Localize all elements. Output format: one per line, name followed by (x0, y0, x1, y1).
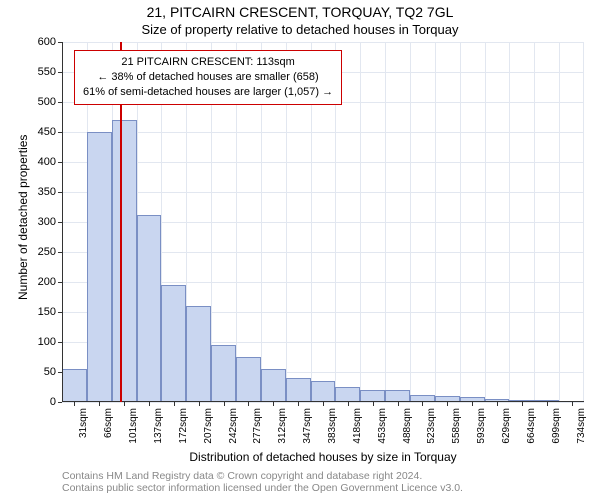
histogram-bar (335, 387, 360, 402)
x-tick-label: 31sqm (78, 408, 89, 438)
attribution-text: Contains HM Land Registry data © Crown c… (62, 470, 463, 494)
x-tick-mark (273, 402, 274, 406)
x-tick-mark (99, 402, 100, 406)
x-tick-mark (472, 402, 473, 406)
page-title: 21, PITCAIRN CRESCENT, TORQUAY, TQ2 7GL (0, 4, 600, 20)
histogram-bar (62, 369, 87, 402)
gridline-horizontal (62, 192, 584, 193)
gridline-vertical (410, 42, 411, 402)
y-axis-label: Number of detached properties (16, 135, 30, 300)
x-tick-mark (373, 402, 374, 406)
y-tick-label: 100 (38, 336, 56, 348)
gridline-vertical (435, 42, 436, 402)
x-tick-label: 664sqm (526, 408, 537, 444)
x-tick-label: 418sqm (352, 408, 363, 444)
x-tick-label: 277sqm (252, 408, 263, 444)
y-tick-label: 600 (38, 36, 56, 48)
x-tick-mark (149, 402, 150, 406)
x-tick-mark (572, 402, 573, 406)
x-tick-mark (422, 402, 423, 406)
x-axis-label: Distribution of detached houses by size … (62, 450, 584, 464)
x-tick-mark (199, 402, 200, 406)
histogram-bar (87, 132, 112, 402)
x-tick-label: 137sqm (153, 408, 164, 444)
histogram-bar (161, 285, 186, 402)
gridline-horizontal (62, 132, 584, 133)
histogram-bar (137, 215, 162, 402)
gridline-horizontal (62, 162, 584, 163)
gridline-vertical (485, 42, 486, 402)
y-tick-mark (58, 402, 62, 403)
gridline-vertical (534, 42, 535, 402)
y-tick-label: 150 (38, 306, 56, 318)
x-tick-mark (547, 402, 548, 406)
histogram-bar (311, 381, 336, 402)
histogram-bar (236, 357, 261, 402)
x-tick-mark (323, 402, 324, 406)
x-tick-mark (522, 402, 523, 406)
gridline-vertical (559, 42, 560, 402)
histogram-bar (261, 369, 286, 402)
x-tick-label: 523sqm (426, 408, 437, 444)
x-tick-label: 488sqm (402, 408, 413, 444)
gridline-vertical (385, 42, 386, 402)
info-box-line: 61% of semi-detached houses are larger (… (83, 85, 333, 100)
info-box-line: 21 PITCAIRN CRESCENT: 113sqm (83, 55, 333, 70)
x-tick-mark (174, 402, 175, 406)
x-tick-mark (248, 402, 249, 406)
x-tick-label: 383sqm (327, 408, 338, 444)
histogram-bar (186, 306, 211, 402)
y-tick-label: 250 (38, 246, 56, 258)
info-box-line: ← 38% of detached houses are smaller (65… (83, 70, 333, 85)
histogram-bar (211, 345, 236, 402)
x-tick-label: 558sqm (451, 408, 462, 444)
chart-plot-area: 05010015020025030035040045050055060031sq… (62, 42, 584, 402)
x-tick-mark (298, 402, 299, 406)
x-tick-label: 347sqm (302, 408, 313, 444)
page-subtitle: Size of property relative to detached ho… (0, 22, 600, 37)
y-axis-line (62, 42, 63, 402)
x-tick-mark (224, 402, 225, 406)
x-tick-label: 101sqm (128, 408, 139, 444)
x-tick-mark (447, 402, 448, 406)
attribution-line: Contains public sector information licen… (62, 482, 463, 494)
gridline-horizontal (62, 42, 584, 43)
y-tick-label: 450 (38, 126, 56, 138)
gridline-vertical (583, 42, 584, 402)
gridline-vertical (460, 42, 461, 402)
y-tick-label: 300 (38, 216, 56, 228)
gridline-vertical (360, 42, 361, 402)
x-tick-label: 629sqm (501, 408, 512, 444)
x-tick-label: 172sqm (178, 408, 189, 444)
x-axis-line (62, 401, 584, 402)
x-tick-mark (124, 402, 125, 406)
x-tick-label: 312sqm (277, 408, 288, 444)
histogram-bar (286, 378, 311, 402)
x-tick-label: 734sqm (576, 408, 587, 444)
gridline-vertical (509, 42, 510, 402)
y-tick-label: 0 (50, 396, 56, 408)
x-tick-mark (74, 402, 75, 406)
attribution-line: Contains HM Land Registry data © Crown c… (62, 470, 463, 482)
x-tick-label: 242sqm (228, 408, 239, 444)
x-tick-label: 66sqm (103, 408, 114, 438)
x-tick-mark (497, 402, 498, 406)
marker-info-box: 21 PITCAIRN CRESCENT: 113sqm← 38% of det… (74, 50, 342, 105)
y-tick-label: 400 (38, 156, 56, 168)
y-tick-label: 550 (38, 66, 56, 78)
x-tick-label: 453sqm (377, 408, 388, 444)
y-tick-label: 350 (38, 186, 56, 198)
x-tick-mark (398, 402, 399, 406)
y-tick-label: 500 (38, 96, 56, 108)
x-tick-label: 699sqm (551, 408, 562, 444)
x-tick-mark (348, 402, 349, 406)
histogram-bar (112, 120, 137, 402)
y-tick-label: 200 (38, 276, 56, 288)
y-tick-label: 50 (44, 366, 56, 378)
x-tick-label: 593sqm (476, 408, 487, 444)
x-tick-label: 207sqm (203, 408, 214, 444)
